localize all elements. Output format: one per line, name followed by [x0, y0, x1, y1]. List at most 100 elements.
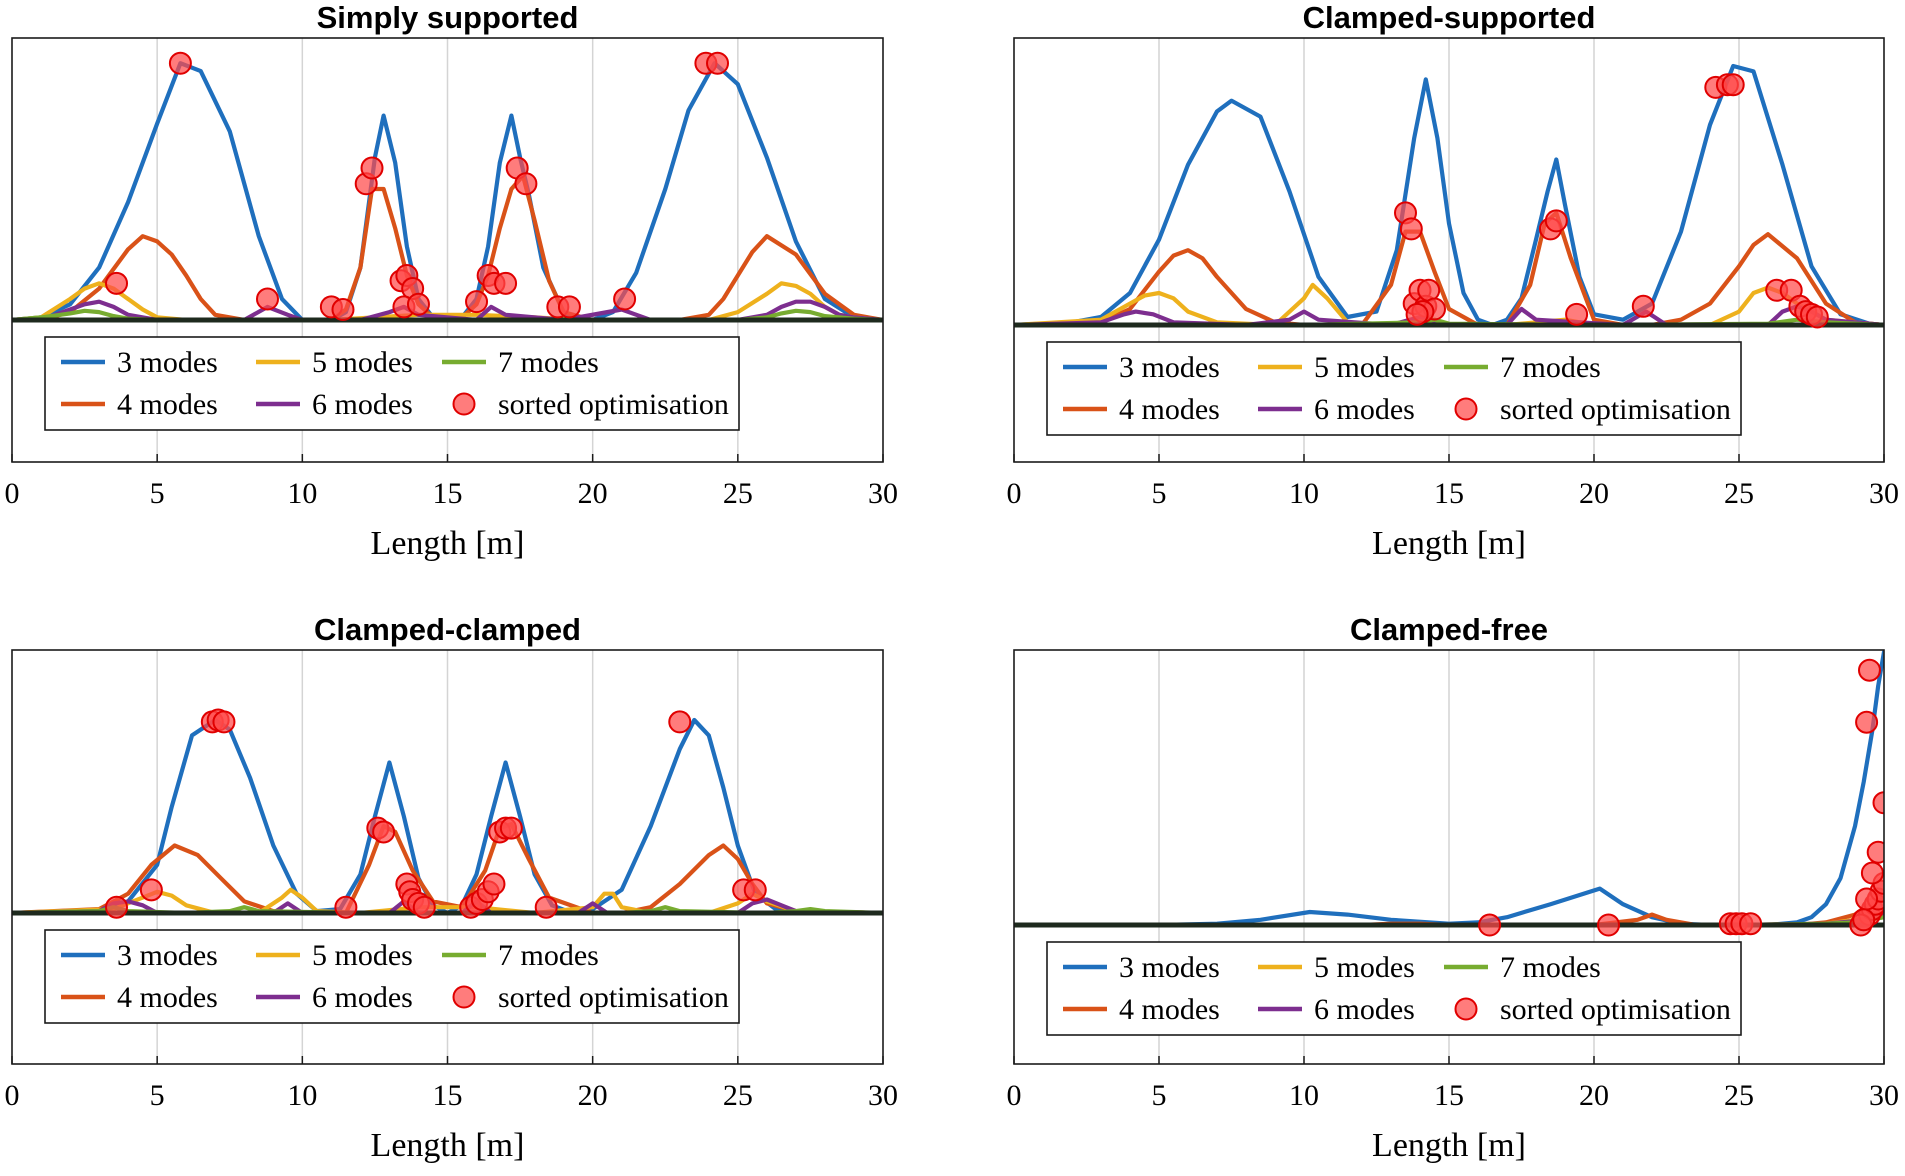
- data-point: [514, 172, 538, 196]
- legend-label: 7 modes: [498, 939, 599, 972]
- x-tick-label: 30: [1869, 477, 1899, 510]
- legend-label: 6 modes: [1314, 993, 1415, 1026]
- data-point: [360, 156, 384, 180]
- data-point: [168, 51, 192, 75]
- legend-marker-icon: [1454, 397, 1478, 421]
- x-tick-label: 25: [723, 1079, 753, 1112]
- data-point: [1478, 913, 1502, 937]
- data-point: [1872, 791, 1884, 815]
- legend-label: 5 modes: [1314, 351, 1415, 384]
- legend-marker-icon: [452, 392, 476, 416]
- x-tick-label: 20: [578, 1079, 608, 1112]
- data-point: [706, 51, 730, 75]
- data-point: [613, 287, 637, 311]
- legend-item: 4 modes: [1063, 993, 1220, 1026]
- chart-panel-1: 0 5 10 15 20 25 30 Simply supported Length [m] 3 …: [5, 0, 899, 562]
- x-tick-label: 0: [1007, 477, 1022, 510]
- x-tick-label: 15: [433, 477, 463, 510]
- legend-label: 7 modes: [1500, 951, 1601, 984]
- legend-marker-icon: [1454, 997, 1478, 1021]
- x-tick-label: 5: [150, 477, 165, 510]
- x-tick-label: 25: [1724, 1079, 1754, 1112]
- legend-label: 5 modes: [1314, 951, 1415, 984]
- legend-item: sorted optimisation: [452, 388, 729, 421]
- data-point: [1805, 305, 1829, 329]
- legend-box: [44, 336, 740, 431]
- x-tick-label: 15: [433, 1079, 463, 1112]
- legend-box: [44, 929, 740, 1024]
- legend-item: 4 modes: [1063, 393, 1220, 426]
- data-point: [1855, 887, 1879, 911]
- legend-label: 5 modes: [312, 346, 413, 379]
- legend-label: sorted optimisation: [498, 981, 729, 1014]
- legend-item: 6 modes: [1258, 993, 1415, 1026]
- data-point: [465, 290, 489, 314]
- data-point: [557, 295, 581, 319]
- legend: 3 modes 4 modes 5 modes 6 modes 7 modes sorte…: [1046, 941, 1742, 1036]
- legend-label: sorted optimisation: [498, 388, 729, 421]
- legend-item: 3 modes: [61, 939, 218, 972]
- data-point: [668, 710, 692, 734]
- x-axis-label: Length [m]: [1372, 1127, 1526, 1164]
- x-tick-label: 15: [1434, 1079, 1464, 1112]
- data-point: [1860, 861, 1884, 885]
- x-tick-label: 20: [1579, 1079, 1609, 1112]
- legend-item: 7 modes: [1444, 351, 1601, 384]
- legend-label: 6 modes: [312, 981, 413, 1014]
- data-point: [743, 878, 767, 902]
- legend-item: 7 modes: [442, 939, 599, 972]
- x-tick-label: 30: [868, 1079, 898, 1112]
- data-point: [212, 710, 236, 734]
- x-tick-label: 5: [1152, 477, 1167, 510]
- data-point: [105, 895, 129, 919]
- chart-panel-2: 0 5 10 15 20 25 30 Clamped-supported Length [m] 3…: [1007, 0, 1900, 562]
- plot-lines: [1014, 650, 1884, 937]
- data-point: [139, 878, 163, 902]
- data-point: [406, 292, 430, 316]
- legend-box: [1046, 941, 1742, 1036]
- legend-label: 7 modes: [498, 346, 599, 379]
- chart-title: Clamped-supported: [1303, 0, 1596, 35]
- chart-panel-4: 0 5 10 15 20 25 30 Clamped-free Length [m] 3 mode…: [1007, 612, 1900, 1164]
- legend-item: 4 modes: [61, 981, 218, 1014]
- legend-label: 6 modes: [312, 388, 413, 421]
- legend-item: sorted optimisation: [452, 981, 729, 1014]
- data-point: [331, 298, 355, 322]
- legend-label: sorted optimisation: [1500, 993, 1731, 1026]
- x-tick-label: 5: [150, 1079, 165, 1112]
- plot-lines: [1014, 63, 1884, 329]
- x-tick-label: 5: [1152, 1079, 1167, 1112]
- data-point: [1866, 840, 1884, 864]
- legend-marker-icon: [452, 985, 476, 1009]
- plot-lines: [12, 708, 883, 919]
- legend-item: 6 modes: [1258, 393, 1415, 426]
- data-point: [499, 816, 523, 840]
- legend-label: 3 modes: [117, 939, 218, 972]
- data-point: [482, 872, 506, 896]
- plot-lines: [12, 51, 883, 323]
- chart-panel-3: 0 5 10 15 20 25 30 Clamped-clamped Length [m] 3 m…: [5, 612, 899, 1164]
- data-point: [1597, 913, 1620, 937]
- x-tick-label: 10: [287, 1079, 317, 1112]
- chart-title: Clamped-free: [1350, 612, 1548, 647]
- legend-item: 7 modes: [442, 346, 599, 379]
- legend-item: 5 modes: [256, 346, 413, 379]
- legend-item: 3 modes: [1063, 951, 1220, 984]
- data-point: [1721, 73, 1745, 97]
- x-tick-label: 15: [1434, 477, 1464, 510]
- data-point: [1852, 908, 1876, 932]
- legend-item: 6 modes: [256, 981, 413, 1014]
- data-point: [255, 287, 279, 311]
- x-tick-label: 20: [578, 477, 608, 510]
- legend-label: sorted optimisation: [1500, 393, 1731, 426]
- chart-title: Clamped-clamped: [314, 612, 581, 647]
- legend-label: 7 modes: [1500, 351, 1601, 384]
- legend-box: [1046, 341, 1742, 436]
- data-point: [1739, 912, 1763, 936]
- legend: 3 modes 4 modes 5 modes 6 modes 7 modes sorte…: [44, 336, 740, 431]
- legend-item: 3 modes: [61, 346, 218, 379]
- x-axis-label: Length [m]: [371, 1127, 525, 1164]
- legend-label: 4 modes: [1119, 993, 1220, 1026]
- x-tick-label: 30: [1869, 1079, 1899, 1112]
- data-point: [494, 271, 518, 295]
